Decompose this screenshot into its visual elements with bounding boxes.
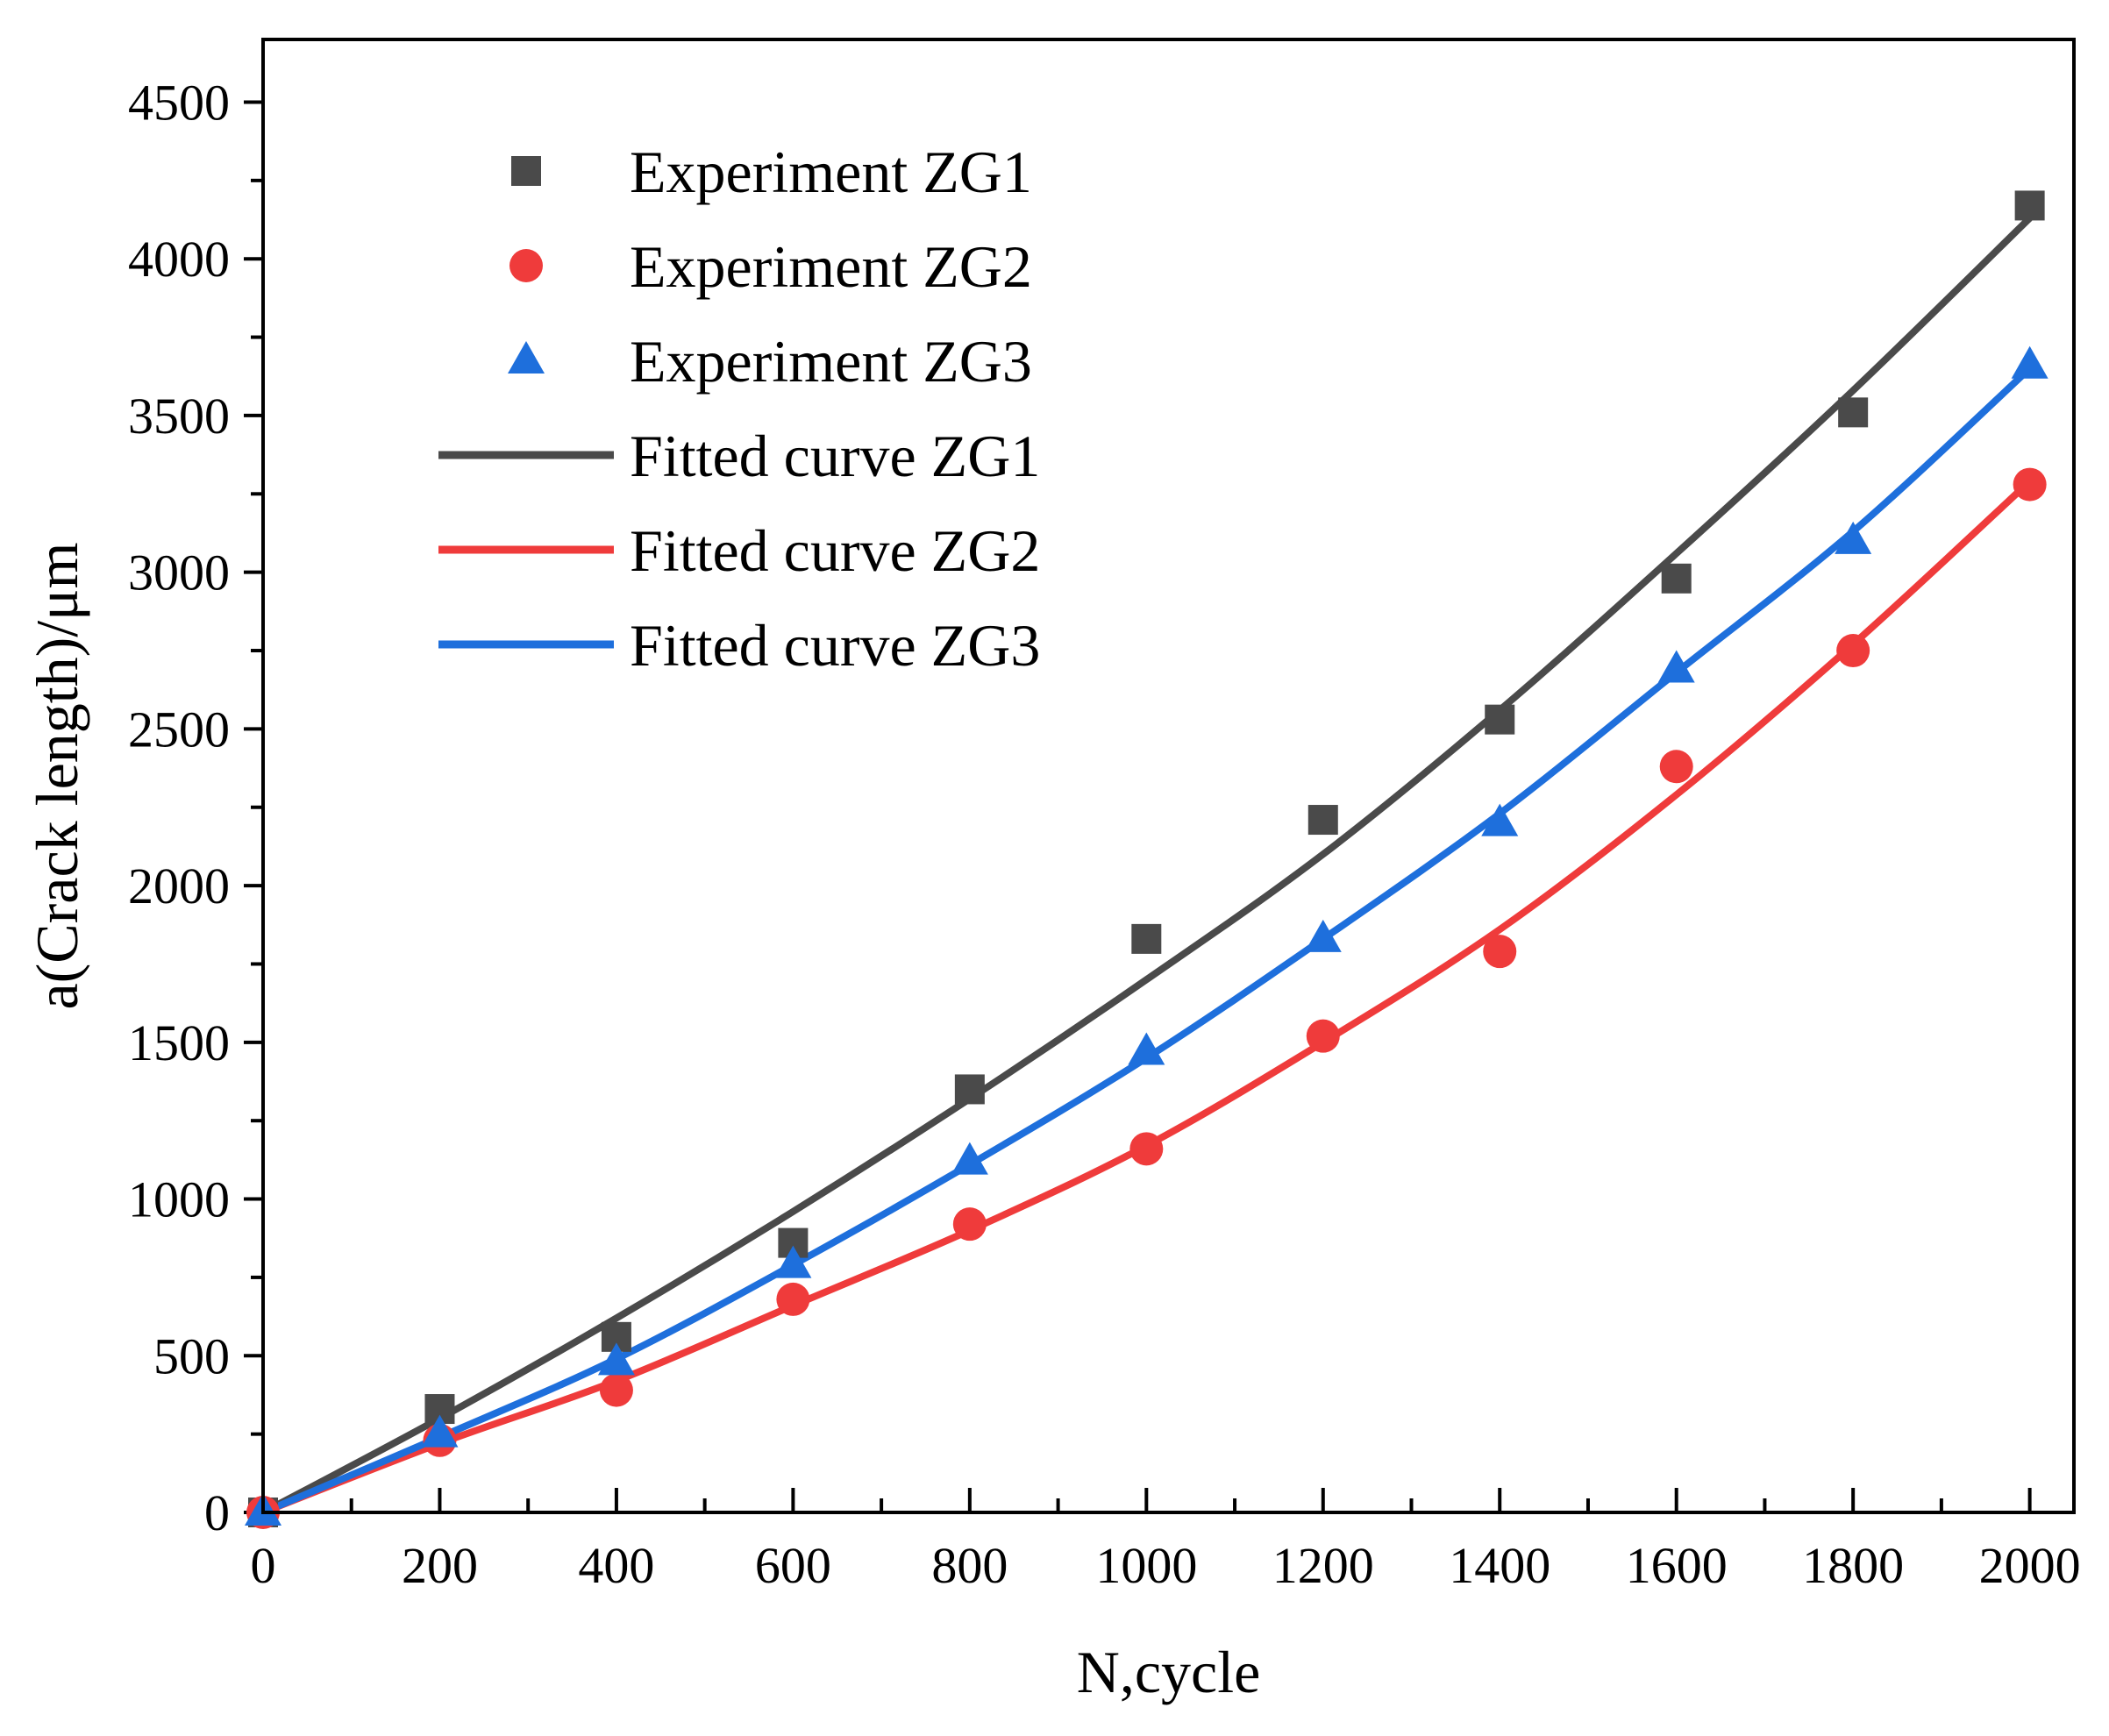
y-axis-title: a(Crack length)/μm: [24, 542, 90, 1009]
experiment-markers: [245, 190, 2048, 1529]
x-tick-label: 1400: [1449, 1537, 1550, 1594]
legend-marker-experiment-zg3: [508, 341, 545, 374]
legend-label-experiment-zg3: Experiment ZG3: [630, 328, 1032, 395]
experiment-zg3-point: [597, 1342, 635, 1376]
x-tick-label: 1800: [1802, 1537, 1904, 1594]
x-tick-label: 1600: [1626, 1537, 1728, 1594]
experiment-zg3-point: [774, 1245, 812, 1278]
experiment-zg2-point: [776, 1282, 810, 1316]
plot-frame: [261, 38, 2076, 1514]
y-tick-label: 3500: [128, 388, 230, 445]
experiment-zg3-point: [951, 1142, 988, 1175]
experiment-zg3-point: [1835, 521, 1872, 554]
experiment-zg3-point: [421, 1414, 459, 1448]
x-tick-label: 1000: [1095, 1537, 1197, 1594]
experiment-zg2-point: [599, 1373, 633, 1407]
experiment-zg2-point: [1483, 935, 1517, 969]
legend-label-fitted-curve-zg3: Fitted curve ZG3: [630, 612, 1040, 679]
y-tick-label: 500: [153, 1327, 230, 1384]
legend-label-experiment-zg1: Experiment ZG1: [630, 139, 1032, 205]
x-axis-title: N,cycle: [1077, 1639, 1261, 1705]
y-tick-label: 4500: [128, 74, 230, 131]
experiment-zg3-point: [1657, 650, 1695, 683]
y-tick-label: 1500: [128, 1014, 230, 1071]
experiment-zg3-point: [2011, 345, 2048, 379]
y-tick-label: 2500: [128, 701, 230, 758]
legend-label-fitted-curve-zg1: Fitted curve ZG1: [630, 423, 1040, 489]
y-tick-label: 1000: [128, 1171, 230, 1228]
experiment-zg1-point: [1661, 563, 1692, 594]
experiment-zg2-point: [952, 1207, 987, 1242]
x-tick-label: 800: [931, 1537, 1008, 1594]
fitted-curves: [261, 215, 2033, 1516]
x-tick-label: 0: [251, 1537, 276, 1594]
fitted-curve-zg1-line: [261, 215, 2033, 1516]
legend-marker-experiment-zg2: [509, 249, 543, 282]
experiment-zg1-point: [1485, 704, 1515, 735]
legend: Experiment ZG1 Experiment ZG2 Experiment Z…: [438, 139, 1040, 679]
legend-label-experiment-zg2: Experiment ZG2: [630, 233, 1032, 300]
y-tick-label: 3000: [128, 544, 230, 601]
y-tick-label: 0: [204, 1484, 230, 1541]
experiment-zg2-point: [1659, 750, 1693, 784]
axis-ticks: [244, 100, 2032, 1514]
experiment-zg3-point: [1304, 919, 1342, 952]
experiment-zg1-point: [1838, 397, 1869, 428]
fitted-curve-zg2-line: [261, 479, 2033, 1516]
experiment-zg2-point: [2013, 467, 2047, 502]
experiment-zg1-point: [1131, 923, 1162, 954]
y-tick-label: 4000: [128, 231, 230, 288]
x-tick-label: 400: [578, 1537, 654, 1594]
legend-marker-experiment-zg1: [511, 156, 541, 186]
experiment-zg1-point: [2014, 190, 2045, 221]
experiment-zg1-point: [1307, 805, 1338, 836]
legend-label-fitted-curve-zg2: Fitted curve ZG2: [630, 517, 1040, 584]
experiment-zg3-point: [1481, 803, 1519, 836]
tick-labels: 0 200 400 600 800 1000 1200 1400 1600 1800 2000 0 50…: [128, 74, 2081, 1594]
experiment-zg3-point: [1128, 1032, 1165, 1065]
y-tick-label: 2000: [128, 857, 230, 914]
x-tick-label: 200: [402, 1537, 478, 1594]
x-tick-label: 2000: [1979, 1537, 2081, 1594]
x-tick-label: 600: [755, 1537, 831, 1594]
experiment-zg2-point: [1129, 1132, 1164, 1166]
experiment-zg2-point: [1306, 1019, 1340, 1053]
experiment-zg1-point: [954, 1074, 985, 1105]
fitted-curve-zg3-line: [261, 366, 2033, 1516]
x-tick-label: 1200: [1272, 1537, 1374, 1594]
experiment-zg2-point: [1836, 634, 1870, 668]
